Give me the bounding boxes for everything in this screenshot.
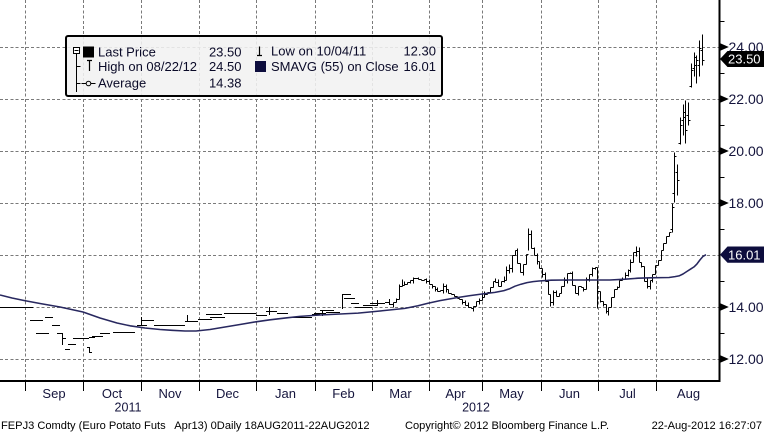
svg-text:Average: Average (98, 76, 146, 91)
svg-text:Feb: Feb (332, 386, 354, 401)
svg-text:Apr: Apr (445, 386, 466, 401)
svg-text:Aug: Aug (677, 386, 700, 401)
svg-text:16.01: 16.01 (728, 247, 761, 262)
svg-text:23.50: 23.50 (728, 52, 761, 67)
svg-text:High on 08/22/12: High on 08/22/12 (98, 59, 197, 74)
svg-text:Jul: Jul (619, 386, 636, 401)
svg-text:Nov: Nov (158, 386, 182, 401)
svg-text:14.38: 14.38 (209, 76, 242, 91)
svg-text:22-Aug-2012 16:27:07: 22-Aug-2012 16:27:07 (652, 420, 762, 432)
svg-text:Dec: Dec (216, 386, 240, 401)
svg-text:2012: 2012 (462, 401, 490, 415)
svg-text:FEPJ3 Comdty (Euro Potato Futs: FEPJ3 Comdty (Euro Potato Futs Apr13) 0D… (1, 420, 370, 432)
svg-text:20.00: 20.00 (729, 143, 764, 159)
svg-text:Jan: Jan (275, 386, 296, 401)
svg-text:16.01: 16.01 (403, 59, 436, 74)
svg-text:23.50: 23.50 (209, 45, 242, 60)
svg-text:18.00: 18.00 (729, 195, 764, 211)
svg-text:Oct: Oct (102, 386, 123, 401)
svg-text:24.50: 24.50 (209, 59, 242, 74)
svg-text:14.00: 14.00 (729, 299, 764, 315)
svg-text:2011: 2011 (115, 401, 142, 415)
svg-text:Last Price: Last Price (98, 45, 156, 60)
svg-text:Copyright© 2012 Bloomberg Fina: Copyright© 2012 Bloomberg Finance L.P. (405, 420, 609, 432)
svg-text:SMAVG (55) on Close: SMAVG (55) on Close (271, 59, 399, 74)
svg-text:12.30: 12.30 (403, 44, 436, 59)
svg-text:22.00: 22.00 (729, 91, 764, 107)
svg-text:12.00: 12.00 (729, 351, 764, 367)
svg-text:May: May (499, 386, 524, 401)
svg-text:Mar: Mar (389, 386, 412, 401)
svg-text:Sep: Sep (42, 386, 65, 401)
svg-text:Jun: Jun (559, 386, 580, 401)
svg-text:Low on 10/04/11: Low on 10/04/11 (271, 44, 366, 59)
